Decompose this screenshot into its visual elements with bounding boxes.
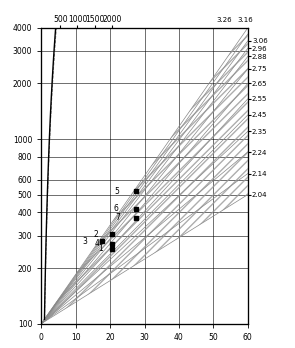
- Text: 3.16: 3.16: [237, 17, 253, 23]
- Text: 3.26: 3.26: [217, 17, 232, 23]
- Text: 4: 4: [95, 239, 100, 248]
- Text: 1: 1: [99, 244, 103, 253]
- Text: 5: 5: [114, 187, 119, 196]
- Text: 3: 3: [83, 237, 88, 246]
- Text: 2: 2: [93, 230, 98, 239]
- Text: 6: 6: [114, 204, 119, 213]
- Text: 7: 7: [116, 213, 120, 222]
